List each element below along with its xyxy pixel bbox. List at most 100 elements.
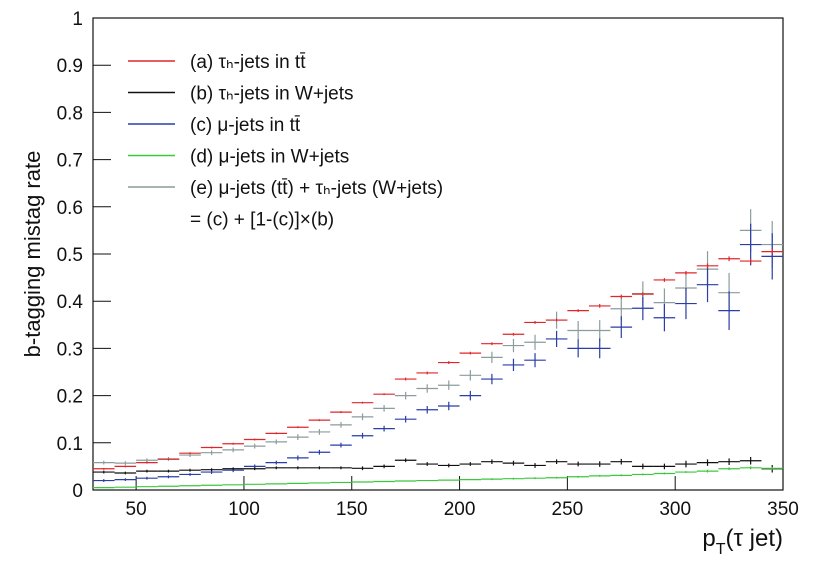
error-bar-bin (739, 456, 762, 465)
y-tick-label: 0.9 (57, 56, 83, 77)
error-bar-bin (718, 458, 740, 465)
error-bar-bin (416, 405, 438, 414)
error-bar-bin (136, 461, 158, 464)
error-bar-bin (330, 442, 352, 448)
error-bar-bin (459, 479, 482, 481)
error-bar-bin (351, 466, 374, 471)
error-bar-bin (675, 471, 697, 474)
error-bar-bin (567, 475, 589, 478)
error-bar-bin (394, 480, 417, 482)
error-bar-bin (524, 477, 546, 480)
error-bar-bin (524, 321, 546, 324)
error-bar-bin (588, 320, 611, 341)
error-bar-bin (718, 291, 740, 330)
error-bar-bin (438, 380, 460, 390)
error-bar-bin (675, 460, 697, 468)
legend-label: (d) μ-jets in W+jets (190, 147, 349, 168)
error-bar-bin (222, 447, 244, 453)
error-bar-bin (93, 460, 115, 465)
error-bar-bin (287, 434, 309, 440)
y-tick-label: 0.8 (57, 103, 83, 124)
legend-label: (e) μ-jets (tt̄) + τₕ-jets (W+jets) (190, 178, 443, 199)
error-bar-bin (481, 351, 503, 364)
error-bar-bin (308, 419, 331, 422)
error-bar-bin (308, 429, 331, 435)
error-bar-bin (93, 470, 115, 474)
error-bar-bin (265, 432, 288, 435)
error-bar-bin (287, 426, 309, 429)
error-bar-bin (373, 393, 395, 396)
y-tick-label: 0 (72, 481, 83, 502)
x-tick-label: 250 (552, 499, 584, 520)
error-bar-bin (200, 468, 223, 472)
error-bar-bin (243, 443, 266, 449)
error-bar-bin (761, 233, 783, 280)
error-bar-bin (351, 413, 374, 421)
error-bar-bin (243, 483, 266, 485)
error-bar-bin (265, 460, 288, 465)
error-bar-bin (502, 460, 525, 466)
error-bar-bin (696, 263, 719, 269)
error-bar-bin (93, 467, 115, 470)
error-bar-bin (524, 334, 546, 350)
error-bar-bin (545, 476, 568, 479)
error-bar-bin (524, 463, 546, 468)
error-bar-bin (610, 458, 633, 465)
x-axis-title-base: p (702, 525, 715, 552)
error-bar-bin (675, 270, 697, 275)
error-bar-bin (179, 468, 201, 472)
error-bar-bin (308, 482, 331, 484)
error-bar-bin (459, 462, 482, 466)
legend-note: = (c) + [1-(c)]×(b) (190, 210, 334, 231)
error-bar-bin (394, 415, 417, 423)
error-bar-bin (222, 467, 244, 471)
error-bar-bin (265, 439, 288, 445)
error-bar-bin (114, 486, 137, 488)
error-bar-bin (287, 482, 309, 484)
x-axis-title: pT(τ jet) (702, 525, 783, 558)
error-bar-bin (200, 450, 223, 456)
error-bar-bin (545, 330, 568, 347)
error-bar-bin (502, 477, 525, 480)
error-bar-bin (157, 458, 180, 461)
x-tick-label: 200 (444, 499, 476, 520)
error-bar-bin (394, 458, 417, 463)
error-bar-bin (416, 462, 438, 466)
y-tick-label: 1 (72, 9, 83, 30)
x-axis-title-sub: T (716, 541, 726, 558)
error-bar-bin (459, 351, 482, 355)
error-bar-bin (136, 469, 158, 473)
legend-label: (a) τₕ-jets in tt̄ (190, 52, 306, 73)
error-bar-bin (610, 294, 633, 299)
error-bar-bin (114, 478, 137, 482)
error-bar-bin (93, 479, 115, 482)
error-bar-bin (481, 459, 503, 465)
error-bar-bin (567, 339, 589, 358)
error-bar-bin (438, 479, 460, 481)
y-tick-label: 0.6 (57, 198, 83, 219)
error-bar-bin (567, 309, 589, 313)
error-bar-bin (438, 401, 460, 411)
error-bar-bin (675, 287, 697, 320)
error-bar-bin (373, 464, 395, 469)
error-bar-bin (588, 338, 611, 359)
error-bar-bin (308, 466, 331, 470)
x-tick-label: 100 (228, 499, 260, 520)
error-bar-bin (157, 469, 180, 473)
y-tick-label: 0.7 (57, 151, 83, 172)
error-bar-bin (653, 463, 676, 470)
error-bar-bin (632, 463, 654, 470)
y-tick-label: 0.3 (57, 339, 83, 360)
error-bar-bin (459, 370, 482, 381)
error-bar-bin (157, 485, 180, 487)
error-bar-bin (243, 467, 266, 471)
error-bar-bin (416, 371, 438, 375)
error-bar-bin (761, 249, 783, 254)
y-tick-label: 0.2 (57, 387, 83, 408)
error-bar-bin (481, 478, 503, 481)
error-bar-bin (502, 338, 525, 353)
error-bar-bin (567, 461, 589, 467)
error-bar-bin (330, 481, 352, 484)
error-bar-bin (653, 472, 676, 475)
error-bar-bin (567, 321, 589, 340)
